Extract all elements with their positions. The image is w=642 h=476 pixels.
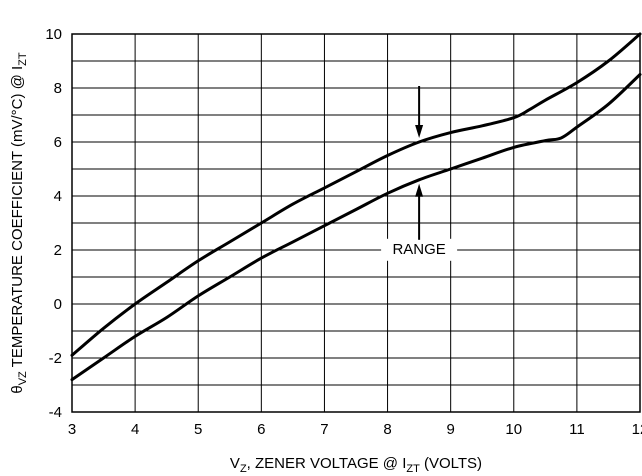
tick-labels: 3 4 5 6 7 8 9 10 11 12 -4 -2 0 2 4 6 8 10 — [45, 26, 642, 438]
y-tick-label: 8 — [54, 80, 62, 97]
x-tick-label: 3 — [68, 421, 76, 438]
range-arrowhead-upper — [415, 125, 424, 138]
plot-frame — [71, 33, 641, 413]
range-label-background — [381, 238, 458, 261]
y-tick-label: 10 — [45, 26, 62, 43]
x-tick-label: 9 — [446, 421, 454, 438]
y-tick-label: -2 — [49, 350, 62, 367]
range-label: RANGE — [392, 241, 445, 258]
x-tick-label: 5 — [194, 421, 202, 438]
y-tick-label: -4 — [49, 404, 62, 421]
y-axis-title: θVZ TEMPERATURE COEFFICIENT (mV/°C) @ IZ… — [9, 52, 29, 394]
y-tick-label: 4 — [54, 188, 62, 205]
x-axis-title: VZ, ZENER VOLTAGE @ IZT (VOLTS) — [230, 455, 482, 475]
range-annotation: RANGE — [381, 86, 458, 261]
y-tick-label: 2 — [54, 242, 62, 259]
x-tick-label: 4 — [131, 421, 139, 438]
y-tick-label: 0 — [54, 296, 62, 313]
x-tick-label: 11 — [569, 421, 585, 438]
x-tick-label: 6 — [257, 421, 265, 438]
y-tick-label: 6 — [54, 134, 62, 151]
range-arrowhead-lower — [415, 183, 424, 197]
grid-lines — [72, 34, 640, 412]
x-tick-label: 12 — [632, 421, 642, 438]
lower-limit-curve — [70, 73, 642, 382]
x-tick-label: 8 — [383, 421, 391, 438]
series-curves — [70, 32, 642, 382]
x-tick-label: 10 — [505, 421, 522, 438]
x-tick-label: 7 — [320, 421, 328, 438]
upper-limit-curve — [70, 32, 642, 357]
